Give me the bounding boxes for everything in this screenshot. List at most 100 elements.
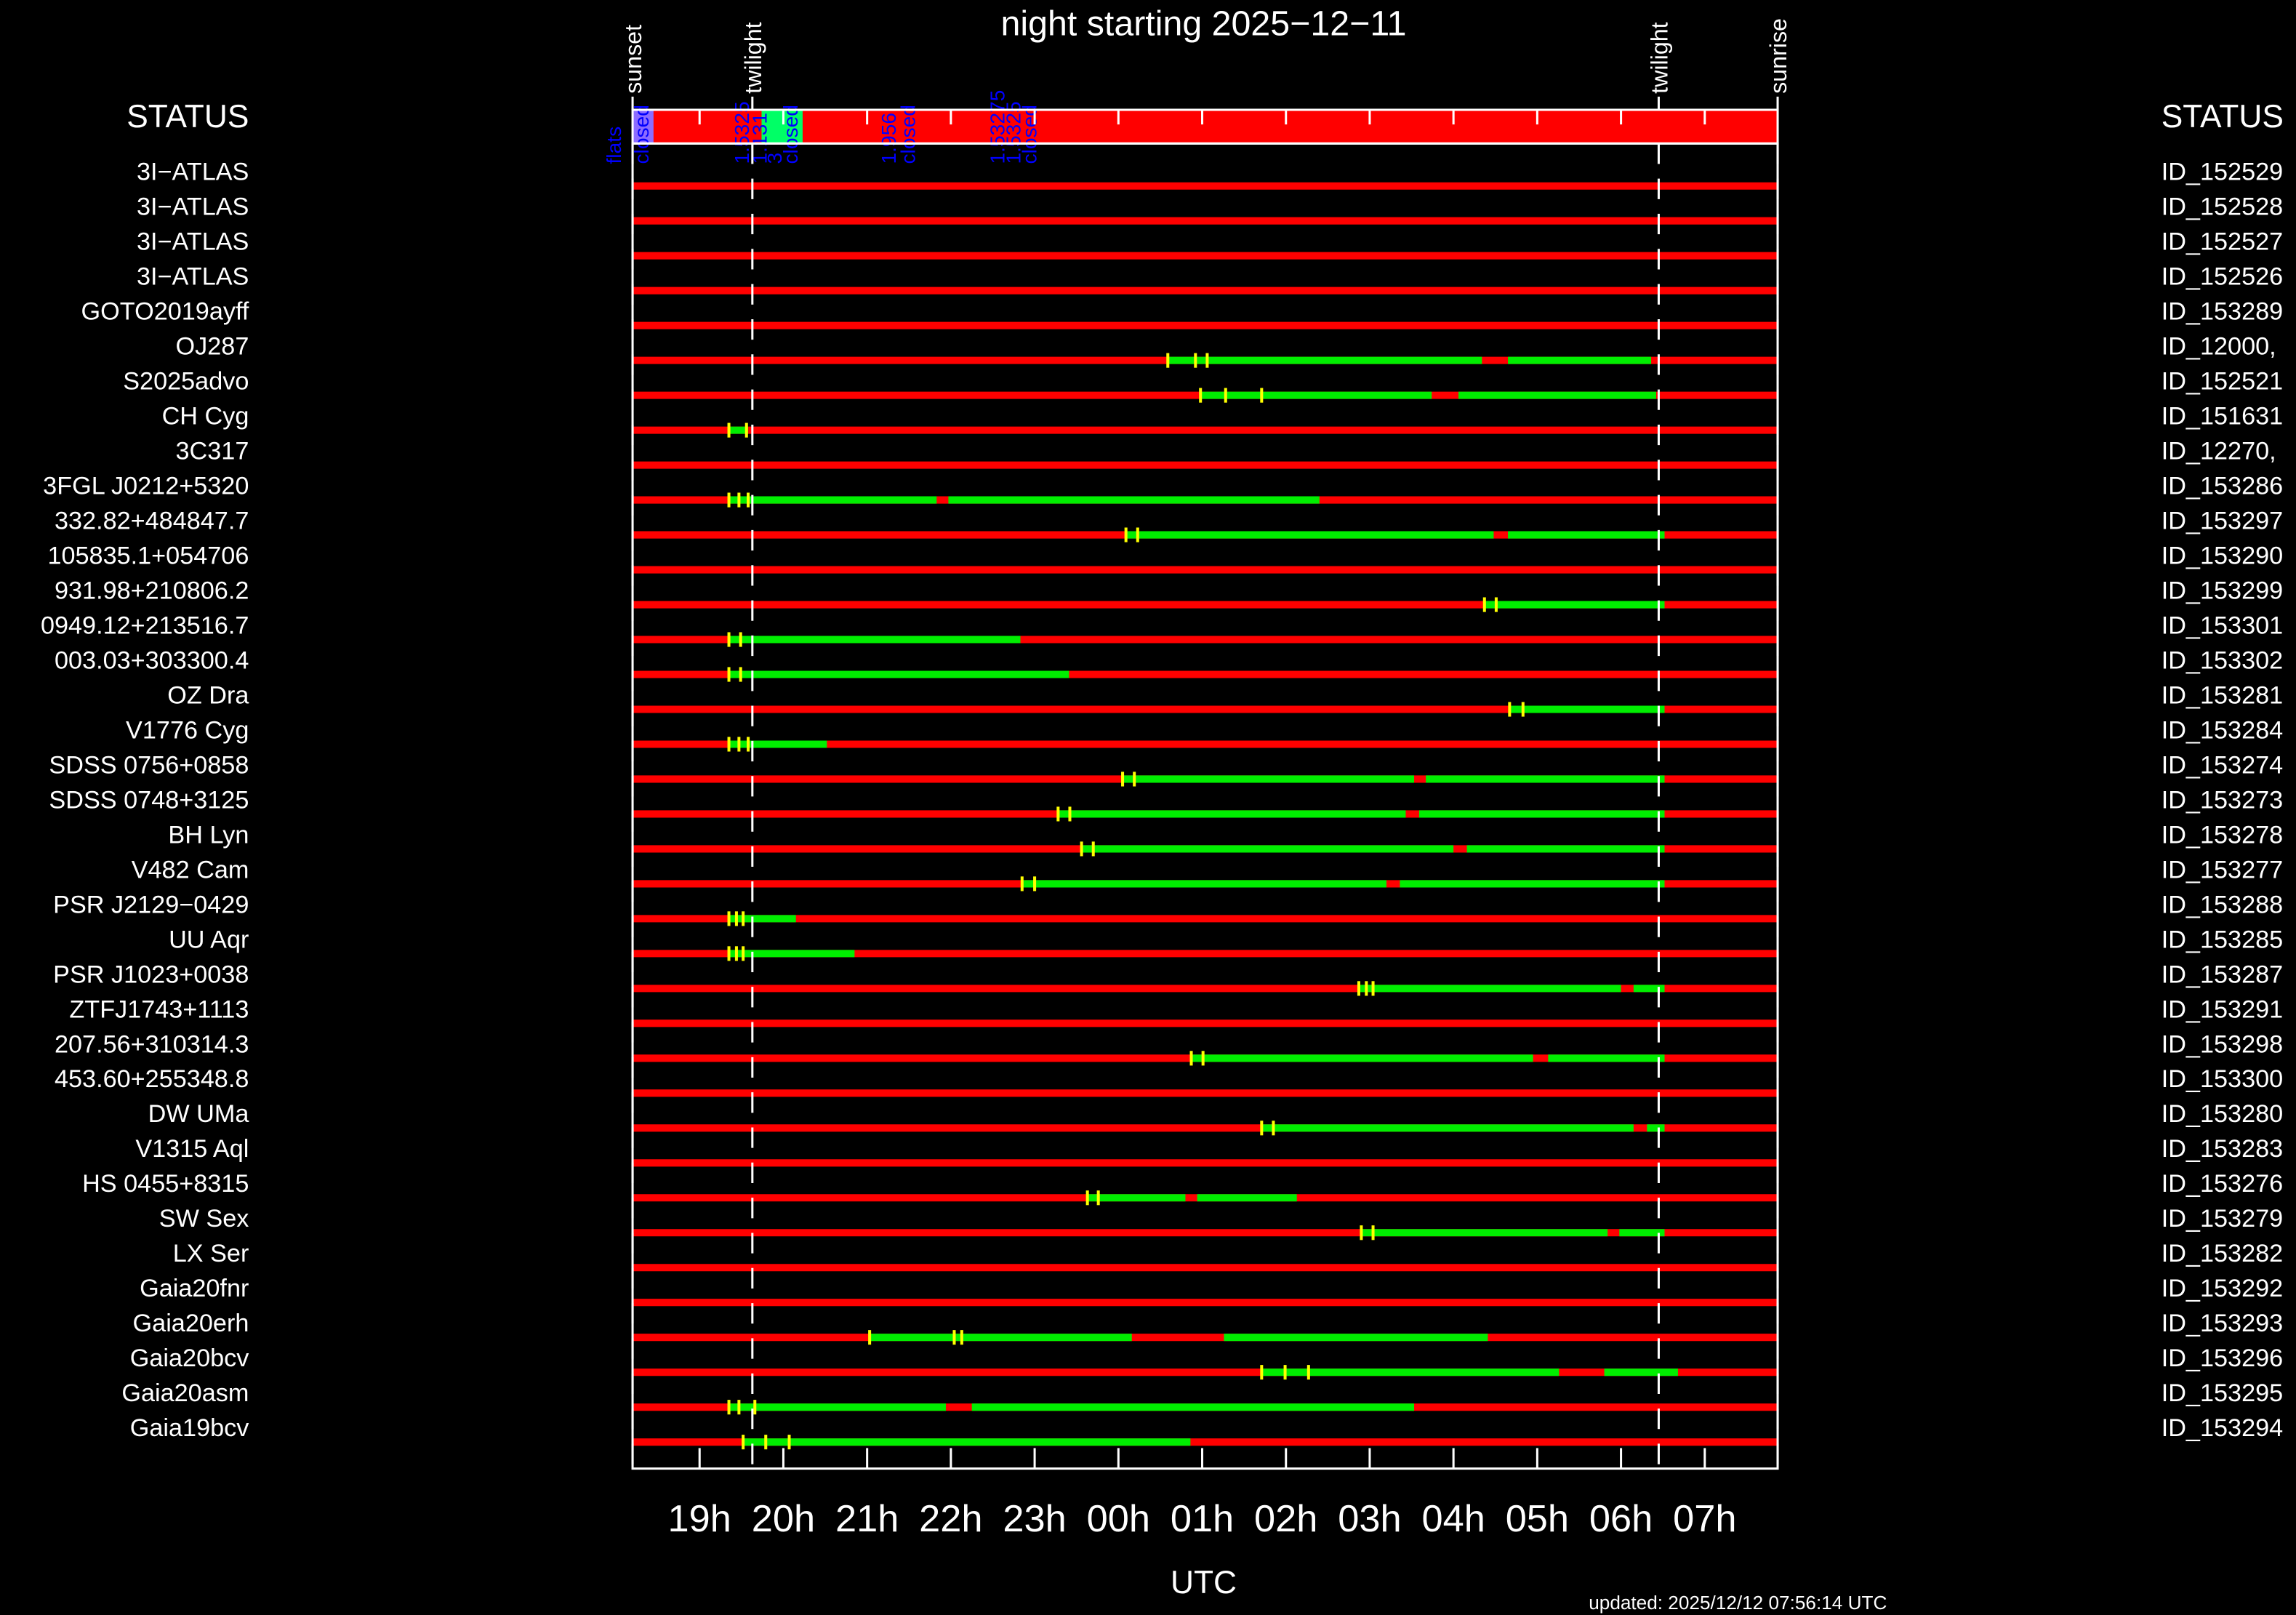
target-id: ID_152527: [2161, 228, 2283, 256]
target-name: 3I−ATLAS: [137, 228, 249, 256]
target-id: ID_153288: [2161, 891, 2283, 918]
target-name: PSR J1023+0038: [53, 961, 249, 988]
target-id: ID_153279: [2161, 1205, 2283, 1233]
target-id: ID_153291: [2161, 995, 2283, 1023]
target-id: ID_153300: [2161, 1065, 2283, 1093]
status-text: flats: [602, 127, 625, 164]
target-id: ID_153290: [2161, 542, 2283, 570]
target-id: ID_153285: [2161, 926, 2283, 953]
target-name: GOTO2019ayff: [81, 298, 249, 326]
target-id: ID_12000,: [2161, 333, 2276, 361]
target-id: ID_153294: [2161, 1414, 2283, 1442]
target-id: ID_153278: [2161, 821, 2283, 849]
target-name: 207.56+310314.3: [55, 1030, 249, 1058]
target-name: Gaia20asm: [121, 1379, 249, 1407]
target-name: S2025advo: [123, 368, 249, 396]
target-id: ID_153273: [2161, 786, 2283, 814]
target-id: ID_153283: [2161, 1135, 2283, 1163]
x-tick-label: 01h: [1171, 1498, 1234, 1540]
target-name: V1315 Aql: [135, 1135, 249, 1163]
status-block: [761, 110, 803, 144]
status-label: STATUS: [2161, 99, 2284, 135]
target-id: ID_153282: [2161, 1240, 2283, 1267]
x-axis-label: UTC: [1171, 1565, 1237, 1600]
x-tick-label: 04h: [1421, 1498, 1485, 1540]
target-id: ID_153287: [2161, 961, 2283, 988]
chart-title: night starting 2025−12−11: [1000, 4, 1406, 43]
target-name: SW Sex: [159, 1205, 249, 1233]
target-name: V1776 Cyg: [126, 716, 249, 744]
target-name: 105835.1+054706: [47, 542, 249, 570]
status-text: closed: [779, 105, 802, 164]
target-name: LX Ser: [173, 1240, 249, 1267]
target-name: 332.82+484847.7: [55, 508, 249, 535]
x-tick-label: 06h: [1589, 1498, 1653, 1540]
target-id: ID_152528: [2161, 193, 2283, 221]
target-name: 3C317: [176, 438, 249, 465]
x-tick-label: 05h: [1506, 1498, 1569, 1540]
target-name: 3FGL J0212+5320: [43, 473, 249, 500]
target-id: ID_153289: [2161, 298, 2283, 326]
status-block: [633, 110, 654, 144]
target-name: 453.60+255348.8: [55, 1065, 249, 1093]
target-name: UU Aqr: [169, 926, 249, 953]
status-text: 1.5325: [1001, 101, 1024, 164]
status-text: closed: [896, 105, 919, 164]
x-tick-label: 19h: [668, 1498, 731, 1540]
target-name: HS 0455+8315: [82, 1170, 249, 1198]
target-id: ID_153301: [2161, 612, 2283, 639]
x-tick-label: 03h: [1338, 1498, 1401, 1540]
updated-note: updated: 2025/12/12 07:56:14 UTC: [1589, 1592, 1887, 1614]
status-text: 1.5325: [730, 101, 753, 164]
target-id: ID_152526: [2161, 263, 2283, 291]
target-name: SDSS 0756+0858: [49, 751, 249, 779]
target-name: 3I−ATLAS: [137, 263, 249, 291]
target-name: SDSS 0748+3125: [49, 786, 249, 814]
target-name: Gaia20erh: [133, 1310, 249, 1337]
target-id: ID_153277: [2161, 856, 2283, 883]
status-text: 3: [763, 153, 786, 164]
x-tick-label: 21h: [835, 1498, 899, 1540]
target-id: ID_152521: [2161, 368, 2283, 396]
target-id: ID_153302: [2161, 646, 2283, 674]
event-label: twilight: [1647, 22, 1673, 94]
target-name: OZ Dra: [167, 681, 249, 709]
x-tick-label: 00h: [1087, 1498, 1150, 1540]
x-tick-label: 23h: [1003, 1498, 1066, 1540]
target-id: ID_153284: [2161, 716, 2283, 744]
target-id: ID_153299: [2161, 577, 2283, 604]
target-id: ID_153298: [2161, 1030, 2283, 1058]
target-id: ID_153274: [2161, 751, 2283, 779]
target-id: ID_153276: [2161, 1170, 2283, 1198]
target-name: ZTFJ1743+1113: [69, 995, 249, 1023]
target-name: PSR J2129−0429: [53, 891, 249, 918]
target-name: BH Lyn: [168, 821, 249, 849]
event-label: sunrise: [1765, 18, 1791, 94]
target-name: V482 Cam: [132, 856, 249, 883]
x-tick-label: 20h: [752, 1498, 815, 1540]
target-id: ID_153293: [2161, 1310, 2283, 1337]
status-text: 1.956: [877, 113, 900, 164]
x-tick-label: 02h: [1254, 1498, 1317, 1540]
event-label: twilight: [740, 22, 766, 94]
target-name: 3I−ATLAS: [137, 193, 249, 221]
x-tick-label: 07h: [1673, 1498, 1736, 1540]
target-name: OJ287: [176, 333, 249, 361]
target-id: ID_151631: [2161, 403, 2283, 430]
target-id: ID_153292: [2161, 1275, 2283, 1302]
status-label: STATUS: [127, 99, 249, 135]
target-id: ID_153297: [2161, 508, 2283, 535]
event-label: sunset: [620, 25, 646, 94]
target-id: ID_153295: [2161, 1379, 2283, 1407]
target-id: ID_153296: [2161, 1345, 2283, 1372]
target-id: ID_153281: [2161, 681, 2283, 709]
status-bar: [633, 110, 1778, 144]
target-name: Gaia20bcv: [130, 1345, 249, 1372]
target-name: 931.98+210806.2: [55, 577, 249, 604]
target-id: ID_153286: [2161, 473, 2283, 500]
target-name: 3I−ATLAS: [137, 159, 249, 186]
target-name: DW UMa: [148, 1100, 250, 1128]
target-name: 003.03+303300.4: [55, 646, 249, 674]
